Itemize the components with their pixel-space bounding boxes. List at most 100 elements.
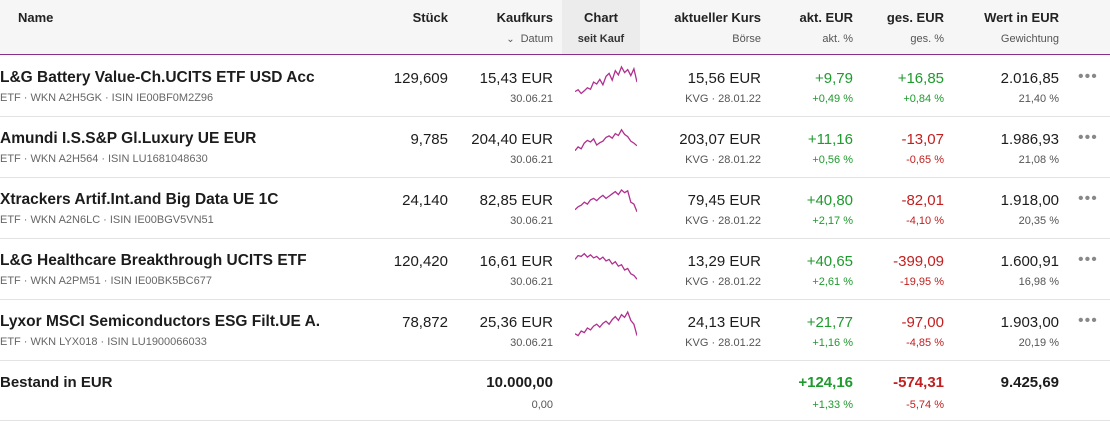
table-row[interactable]: Lyxor MSCI Semiconductors ESG Filt.UE A.… (0, 300, 1110, 361)
sparkline-chart[interactable] (575, 305, 637, 351)
header-wert[interactable]: Wert in EUR Gewichtung (984, 10, 1059, 45)
chevron-down-icon: ⌄ (506, 34, 515, 45)
fund-name[interactable]: Amundi I.S.S&P Gl.Luxury UE EUR (0, 130, 257, 147)
sparkline-chart[interactable] (575, 122, 637, 168)
more-dots-icon[interactable]: ••• (1078, 251, 1098, 268)
ges-pct-value: +0,84 % (903, 93, 944, 105)
akt-eur-value: +40,65 (806, 253, 853, 270)
stueck-value: 9,785 (410, 131, 448, 148)
kurs-value: 203,07 EUR (679, 131, 761, 148)
wert-value: 1.903,00 (1000, 314, 1059, 331)
fund-type: ETF (0, 153, 21, 165)
header-aktueller-kurs[interactable]: aktueller Kurs Börse (674, 10, 761, 45)
wert-value: 1.600,91 (1000, 253, 1059, 270)
wert-value: 1.918,00 (1000, 192, 1059, 209)
total-kaufkurs: 10.000,00 (486, 374, 553, 391)
total-label: Bestand in EUR (0, 374, 113, 391)
gewichtung-value: 20,19 % (1018, 337, 1059, 349)
akt-pct-value: +1,16 % (812, 337, 853, 349)
fund-name[interactable]: L&G Healthcare Breakthrough UCITS ETF (0, 252, 307, 269)
fund-type: ETF (0, 92, 21, 104)
ges-eur-value: -399,09 (893, 253, 944, 270)
separator-dot: · (103, 214, 107, 226)
stueck-value: 78,872 (402, 314, 448, 331)
separator-dot: · (23, 336, 28, 348)
akt-pct-value: +2,17 % (812, 215, 853, 227)
fund-type: ETF (0, 275, 21, 287)
fund-isin: ISIN IE00BK5BC677 (110, 275, 212, 287)
sparkline-line (575, 65, 637, 95)
ges-eur-value: -13,07 (901, 131, 944, 148)
fund-type: ETF (0, 214, 21, 226)
header-chart[interactable]: Chart seit Kauf (577, 10, 625, 45)
total-ges-eur: -574,31 (893, 374, 944, 391)
fund-type: ETF (0, 336, 21, 348)
sparkline-chart[interactable] (575, 183, 637, 229)
more-dots-icon[interactable]: ••• (1078, 129, 1098, 146)
fund-wkn: WKN A2PM51 (30, 275, 101, 287)
ges-eur-value: -97,00 (901, 314, 944, 331)
total-kaufkurs-sub: 0,00 (531, 399, 553, 411)
gewichtung-value: 21,08 % (1018, 154, 1059, 166)
akt-pct-value: +2,61 % (812, 276, 853, 288)
separator-dot: · (23, 214, 28, 226)
table-row[interactable]: Amundi I.S.S&P Gl.Luxury UE EUR ETF · WKN … (0, 117, 1110, 178)
header-kaufkurs[interactable]: Kaufkurs ⌄ Datum (496, 10, 553, 45)
fund-meta: ETF · WKN A2H5GK · ISIN IE00BF0M2Z96 (0, 92, 213, 104)
kaufkurs-value: 16,61 EUR (479, 253, 553, 270)
boerse-value: KVG · 28.01.22 (685, 93, 761, 105)
chart-column-header-bg (562, 0, 640, 54)
stueck-value: 24,140 (402, 192, 448, 209)
fund-name[interactable]: Xtrackers Artif.Int.and Big Data UE 1C (0, 191, 279, 208)
fund-isin: ISIN IE00BGV5VN51 (109, 214, 214, 226)
table-header: Name Stück Kaufkurs ⌄ Datum Chart seit Ka… (0, 0, 1110, 55)
fund-wkn: WKN A2H5GK (30, 92, 102, 104)
table-row[interactable]: Xtrackers Artif.Int.and Big Data UE 1C E… (0, 178, 1110, 239)
more-dots-icon[interactable]: ••• (1078, 190, 1098, 207)
more-dots-icon[interactable]: ••• (1078, 312, 1098, 329)
more-dots-icon[interactable]: ••• (1078, 68, 1098, 85)
header-stueck[interactable]: Stück (412, 10, 448, 25)
akt-eur-value: +21,77 (806, 314, 853, 331)
separator-dot: · (104, 92, 109, 104)
ges-eur-value: +16,85 (897, 70, 944, 87)
total-row: Bestand in EUR 10.000,00 0,00 +124,16 +1… (0, 362, 1110, 421)
boerse-value: KVG · 28.01.22 (685, 337, 761, 349)
kaufdatum-value: 30.06.21 (510, 93, 553, 105)
kaufkurs-value: 204,40 EUR (471, 131, 553, 148)
sparkline-line (575, 310, 637, 337)
fund-wkn: WKN LYX018 (30, 336, 98, 348)
kurs-value: 24,13 EUR (687, 314, 761, 331)
kaufkurs-value: 25,36 EUR (479, 314, 553, 331)
sparkline-chart[interactable] (575, 244, 637, 290)
boerse-value: KVG · 28.01.22 (685, 215, 761, 227)
total-akt-eur: +124,16 (798, 374, 853, 391)
ges-pct-value: -19,95 % (899, 276, 944, 288)
akt-eur-value: +9,79 (815, 70, 853, 87)
total-wert: 9.425,69 (1000, 374, 1059, 391)
fund-name[interactable]: Lyxor MSCI Semiconductors ESG Filt.UE A. (0, 313, 321, 330)
header-akt-eur[interactable]: akt. EUR akt. % (799, 10, 853, 45)
boerse-value: KVG · 28.01.22 (685, 154, 761, 166)
separator-dot: · (23, 153, 28, 165)
sparkline-line (575, 252, 637, 280)
ges-pct-value: -0,65 % (906, 154, 944, 166)
kurs-value: 15,56 EUR (687, 70, 761, 87)
kaufkurs-value: 15,43 EUR (479, 70, 553, 87)
fund-isin: ISIN LU1900066033 (107, 336, 207, 348)
table-row[interactable]: L&G Healthcare Breakthrough UCITS ETF ET… (0, 239, 1110, 300)
fund-wkn: WKN A2N6LC (30, 214, 101, 226)
kurs-value: 79,45 EUR (687, 192, 761, 209)
header-name[interactable]: Name (18, 10, 54, 25)
total-akt-pct: +1,33 % (812, 399, 853, 411)
akt-pct-value: +0,49 % (812, 93, 853, 105)
header-ges-eur[interactable]: ges. EUR ges. % (886, 10, 944, 45)
sparkline-chart[interactable] (575, 61, 637, 107)
separator-dot: · (101, 153, 105, 165)
separator-dot: · (103, 275, 108, 287)
stueck-value: 120,420 (393, 253, 448, 270)
ges-pct-value: -4,10 % (906, 215, 944, 227)
fund-isin: ISIN LU1681048630 (108, 153, 208, 165)
fund-name[interactable]: L&G Battery Value-Ch.UCITS ETF USD Acc (0, 69, 315, 86)
table-row[interactable]: L&G Battery Value-Ch.UCITS ETF USD Acc E… (0, 56, 1110, 117)
